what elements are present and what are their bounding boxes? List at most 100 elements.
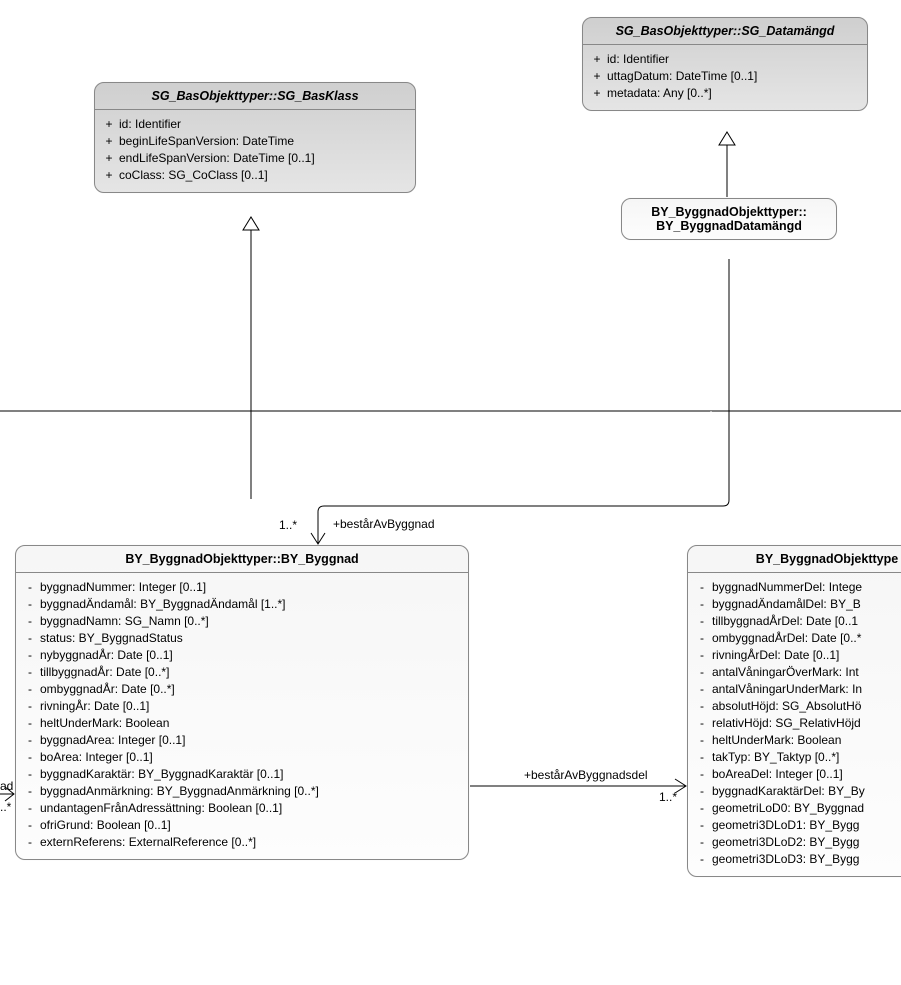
attr-text: status: BY_ByggnadStatus	[40, 630, 183, 647]
attr-sym: -	[698, 783, 706, 800]
attr-row: -heltUnderMark: Boolean	[698, 732, 901, 749]
attr-row: -tillbyggnadÅrDel: Date [0..1	[698, 613, 901, 630]
attr-sym: -	[26, 681, 34, 698]
class-sg-basklass-attrs: +id: Identifier +beginLifeSpanVersion: D…	[95, 110, 415, 192]
attr-text: byggnadNummer: Integer [0..1]	[40, 579, 206, 596]
label-bestar-av-byggnad-mult: 1..*	[279, 518, 297, 532]
attr-row: +metadata: Any [0..*]	[593, 85, 857, 102]
attr-text: byggnadÄndamålDel: BY_B	[712, 596, 861, 613]
attr-text: beginLifeSpanVersion: DateTime	[119, 133, 294, 150]
attr-text: antalVåningarÖverMark: Int	[712, 664, 859, 681]
attr-row: -undantagenFrånAdressättning: Boolean [0…	[26, 800, 458, 817]
attr-row: +endLifeSpanVersion: DateTime [0..1]	[105, 150, 405, 167]
attr-text: ombyggnadÅrDel: Date [0..*	[712, 630, 861, 647]
attr-text: geometri3DLoD3: BY_Bygg	[712, 851, 859, 868]
attr-sym: -	[698, 800, 706, 817]
attr-sym: +	[105, 167, 113, 184]
class-by-byggnad: BY_ByggnadObjekttyper::BY_Byggnad -byggn…	[15, 545, 469, 860]
class-title-text: SG_BasObjekttyper::SG_Datamängd	[616, 24, 835, 38]
attr-sym: -	[698, 698, 706, 715]
attr-sym: -	[698, 664, 706, 681]
attr-sym: -	[26, 766, 34, 783]
class-title-text: BY_ByggnadObjekttyper::BY_Byggnad	[125, 552, 358, 566]
attr-sym: +	[593, 68, 601, 85]
attr-text: uttagDatum: DateTime [0..1]	[607, 68, 757, 85]
class-sg-basklass-title: SG_BasObjekttyper::SG_BasKlass	[95, 83, 415, 110]
attr-text: heltUnderMark: Boolean	[40, 715, 169, 732]
attr-text: geometri3DLoD1: BY_Bygg	[712, 817, 859, 834]
attr-text: endLifeSpanVersion: DateTime [0..1]	[119, 150, 315, 167]
attr-sym: -	[698, 851, 706, 868]
attr-row: + uttagDatum: DateTime [0..1]	[593, 68, 857, 85]
attr-text: ombyggnadÅr: Date [0..*]	[40, 681, 175, 698]
label-bestar-av-byggnadsdel: +bestårAvByggnadsdel	[524, 768, 648, 782]
attr-text: geometri3DLoD2: BY_Bygg	[712, 834, 859, 851]
attr-row: -ofriGrund: Boolean [0..1]	[26, 817, 458, 834]
attr-row: -byggnadNummer: Integer [0..1]	[26, 579, 458, 596]
attr-sym: +	[105, 116, 113, 133]
class-sg-datamangd-title: SG_BasObjekttyper::SG_Datamängd	[583, 18, 867, 45]
label-bestar-av-byggnad: +bestårAvByggnad	[333, 517, 435, 531]
attr-row: -byggnadNamn: SG_Namn [0..*]	[26, 613, 458, 630]
attr-text: rivningÅrDel: Date [0..1]	[712, 647, 839, 664]
attr-row: -boArea: Integer [0..1]	[26, 749, 458, 766]
class-by-byggnaddatamangd-title: BY_ByggnadObjekttyper:: BY_ByggnadDatamä…	[622, 199, 836, 239]
attr-text: byggnadKaraktärDel: BY_By	[712, 783, 865, 800]
attr-row: -relativHöjd: SG_RelativHöjd	[698, 715, 901, 732]
class-title-text: SG_BasObjekttyper::SG_BasKlass	[151, 89, 358, 103]
attr-row: -nybyggnadÅr: Date [0..1]	[26, 647, 458, 664]
attr-row: -geometri3DLoD3: BY_Bygg	[698, 851, 901, 868]
attr-sym: -	[26, 613, 34, 630]
class-by-byggnaddel-title: BY_ByggnadObjekttype	[688, 546, 901, 573]
attr-row: -geometri3DLoD2: BY_Bygg	[698, 834, 901, 851]
attr-row: -byggnadKaraktär: BY_ByggnadKaraktär [0.…	[26, 766, 458, 783]
attr-row: +coClass: SG_CoClass [0..1]	[105, 167, 405, 184]
attr-row: -ombyggnadÅrDel: Date [0..*	[698, 630, 901, 647]
attr-row: -byggnadArea: Integer [0..1]	[26, 732, 458, 749]
attr-sym: -	[26, 715, 34, 732]
attr-row: +beginLifeSpanVersion: DateTime	[105, 133, 405, 150]
attr-text: nybyggnadÅr: Date [0..1]	[40, 647, 173, 664]
attr-text: byggnadArea: Integer [0..1]	[40, 732, 185, 749]
attr-text: ofriGrund: Boolean [0..1]	[40, 817, 171, 834]
attr-row: -rivningÅr: Date [0..1]	[26, 698, 458, 715]
attr-row: -takTyp: BY_Taktyp [0..*]	[698, 749, 901, 766]
attr-row: -rivningÅrDel: Date [0..1]	[698, 647, 901, 664]
attr-sym: -	[26, 664, 34, 681]
attr-text: takTyp: BY_Taktyp [0..*]	[712, 749, 839, 766]
label-bestar-av-byggnadsdel-mult: 1..*	[659, 790, 677, 804]
attr-row: +id: Identifier	[593, 51, 857, 68]
class-by-byggnad-title: BY_ByggnadObjekttyper::BY_Byggnad	[16, 546, 468, 573]
attr-sym: -	[698, 596, 706, 613]
attr-sym: -	[698, 630, 706, 647]
attr-row: -byggnadÄndamålDel: BY_B	[698, 596, 901, 613]
attr-row: -geometriLoD0: BY_Byggnad	[698, 800, 901, 817]
attr-text: byggnadAnmärkning: BY_ByggnadAnmärkning …	[40, 783, 319, 800]
attr-sym: -	[26, 783, 34, 800]
attr-row: -boAreaDel: Integer [0..1]	[698, 766, 901, 783]
attr-sym: -	[698, 681, 706, 698]
attr-sym: -	[26, 596, 34, 613]
attr-sym: -	[698, 766, 706, 783]
attr-sym: -	[698, 579, 706, 596]
attr-row: -status: BY_ByggnadStatus	[26, 630, 458, 647]
attr-sym: -	[698, 613, 706, 630]
attr-text: undantagenFrånAdressättning: Boolean [0.…	[40, 800, 282, 817]
attr-row: -heltUnderMark: Boolean	[26, 715, 458, 732]
class-sg-basklass: SG_BasObjekttyper::SG_BasKlass + id: Iden…	[94, 82, 416, 193]
class-sg-datamangd-attrs: +id: Identifier + uttagDatum: DateTime [0…	[583, 45, 867, 110]
attr-row: -byggnadKaraktärDel: BY_By	[698, 783, 901, 800]
attr-sym: -	[698, 715, 706, 732]
attr-text: tillbyggnadÅrDel: Date [0..1	[712, 613, 858, 630]
class-by-byggnad-attrs: -byggnadNummer: Integer [0..1] -byggnadÄ…	[16, 573, 468, 859]
attr-text: relativHöjd: SG_RelativHöjd	[712, 715, 861, 732]
class-title-line2: BY_ByggnadDatamängd	[632, 219, 826, 233]
attr-text: byggnadKaraktär: BY_ByggnadKaraktär [0..…	[40, 766, 284, 783]
class-title-line1: BY_ByggnadObjekttyper::	[632, 205, 826, 219]
attr-sym: -	[26, 732, 34, 749]
attr-text: heltUnderMark: Boolean	[712, 732, 841, 749]
attr-text: externReferens: ExternalReference [0..*]	[40, 834, 256, 851]
attr-text: absolutHöjd: SG_AbsolutHö	[712, 698, 861, 715]
attr-text: id: Identifier	[119, 116, 181, 133]
attr-sym: -	[26, 630, 34, 647]
